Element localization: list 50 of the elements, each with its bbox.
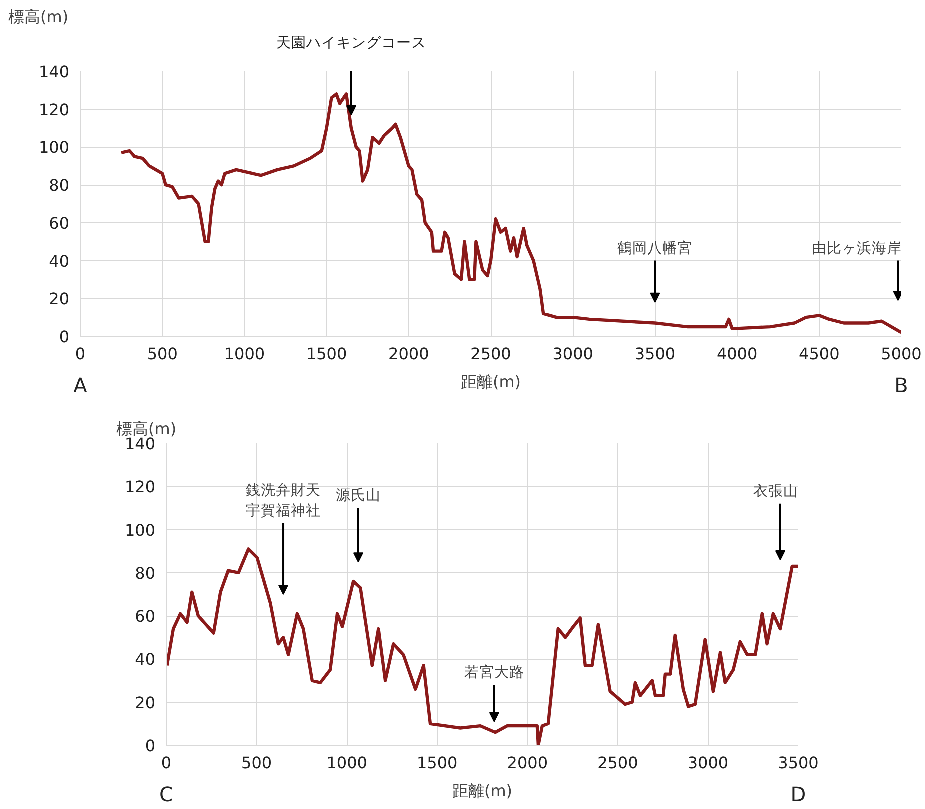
y-tick-label: 140 <box>38 62 70 82</box>
y-tick-label: 80 <box>49 176 70 196</box>
y-tick-label: 40 <box>49 252 70 271</box>
y-axis-title: 標高(m) <box>116 420 177 438</box>
x-tick-label: 0 <box>75 344 86 364</box>
annotation: 衣張山 <box>753 482 798 500</box>
x-tick-label: 3000 <box>688 754 729 772</box>
x-tick-label: 2500 <box>470 344 512 364</box>
y-tick-label: 60 <box>49 214 70 233</box>
x-tick-label: 2000 <box>507 754 548 772</box>
y-tick-label: 0 <box>145 736 156 756</box>
annotation: 由比ヶ浜海岸 <box>812 240 902 257</box>
y-tick-label: 20 <box>49 290 70 309</box>
y-tick-label: 80 <box>135 564 156 583</box>
y-tick-label: 100 <box>124 520 156 540</box>
x-tick-label: 3000 <box>552 344 594 364</box>
x-tick-label: 1500 <box>417 754 458 772</box>
x-tick-label: 4500 <box>799 344 840 364</box>
text: C <box>160 782 174 806</box>
y-tick-label: 40 <box>135 650 156 670</box>
annotation: 鶴岡八幡宮 <box>618 240 693 257</box>
annotation: 銭洗弁財天宇賀福神社 <box>246 482 322 520</box>
text: B <box>894 374 908 398</box>
x-tick-label: 500 <box>147 344 178 364</box>
x-axis-title: 距離(m) <box>452 782 513 800</box>
x-tick-label: 500 <box>242 754 272 772</box>
x-tick-label: 1000 <box>326 754 368 772</box>
x-tick-label: 3500 <box>634 344 676 364</box>
y-tick-label: 120 <box>38 100 70 120</box>
annotation: 源氏山 <box>336 487 381 504</box>
x-tick-label: 0 <box>161 754 172 772</box>
x-tick-label: 1500 <box>306 344 348 364</box>
y-axis-title: 標高(m) <box>8 8 69 26</box>
x-tick-label: 2000 <box>388 344 430 364</box>
annotation: 若宮大路 <box>464 664 524 682</box>
x-tick-label: 4000 <box>716 344 758 364</box>
y-tick-label: 0 <box>59 328 70 346</box>
x-tick-label: 1000 <box>224 344 266 364</box>
x-axis-title: 距離(m) <box>460 372 522 392</box>
x-tick-label: 5000 <box>881 344 922 364</box>
text: D <box>790 782 806 806</box>
y-tick-label: 120 <box>124 478 156 497</box>
line-series <box>120 92 902 334</box>
y-tick-label: 100 <box>38 138 70 158</box>
x-tick-label: 3500 <box>778 754 819 772</box>
x-tick-label: 2500 <box>598 754 638 772</box>
y-tick-label: 60 <box>135 607 156 626</box>
y-tick-label: 20 <box>135 693 156 712</box>
text: A <box>74 374 88 398</box>
text: 天園ハイキングコース <box>276 34 426 52</box>
